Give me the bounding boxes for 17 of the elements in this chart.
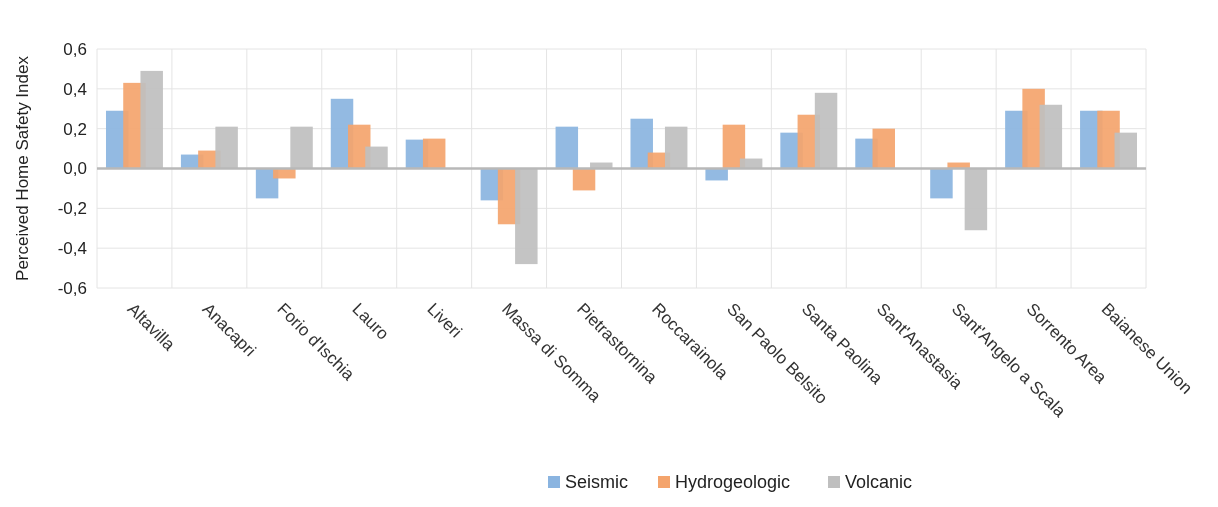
y-tick-label: 0,2 [63, 119, 87, 139]
y-tick-label: -0,4 [57, 239, 87, 259]
y-tick-label: 0,4 [63, 79, 87, 99]
bar [555, 126, 579, 169]
y-tick-label: -0,6 [57, 278, 87, 298]
legend-label: Volcanic [845, 472, 913, 492]
y-tick-label: 0,6 [63, 39, 87, 59]
bar [872, 128, 895, 169]
legend-label: Hydrogeologic [675, 472, 791, 492]
bar [422, 138, 446, 169]
y-tick-label: 0,0 [63, 159, 87, 179]
legend-label: Seismic [565, 472, 629, 492]
bar [930, 168, 953, 199]
y-axis-title: Perceived Home Safety Index [13, 55, 32, 281]
bar [722, 124, 746, 169]
y-tick-label: -0,2 [57, 199, 87, 219]
bar [630, 118, 653, 169]
